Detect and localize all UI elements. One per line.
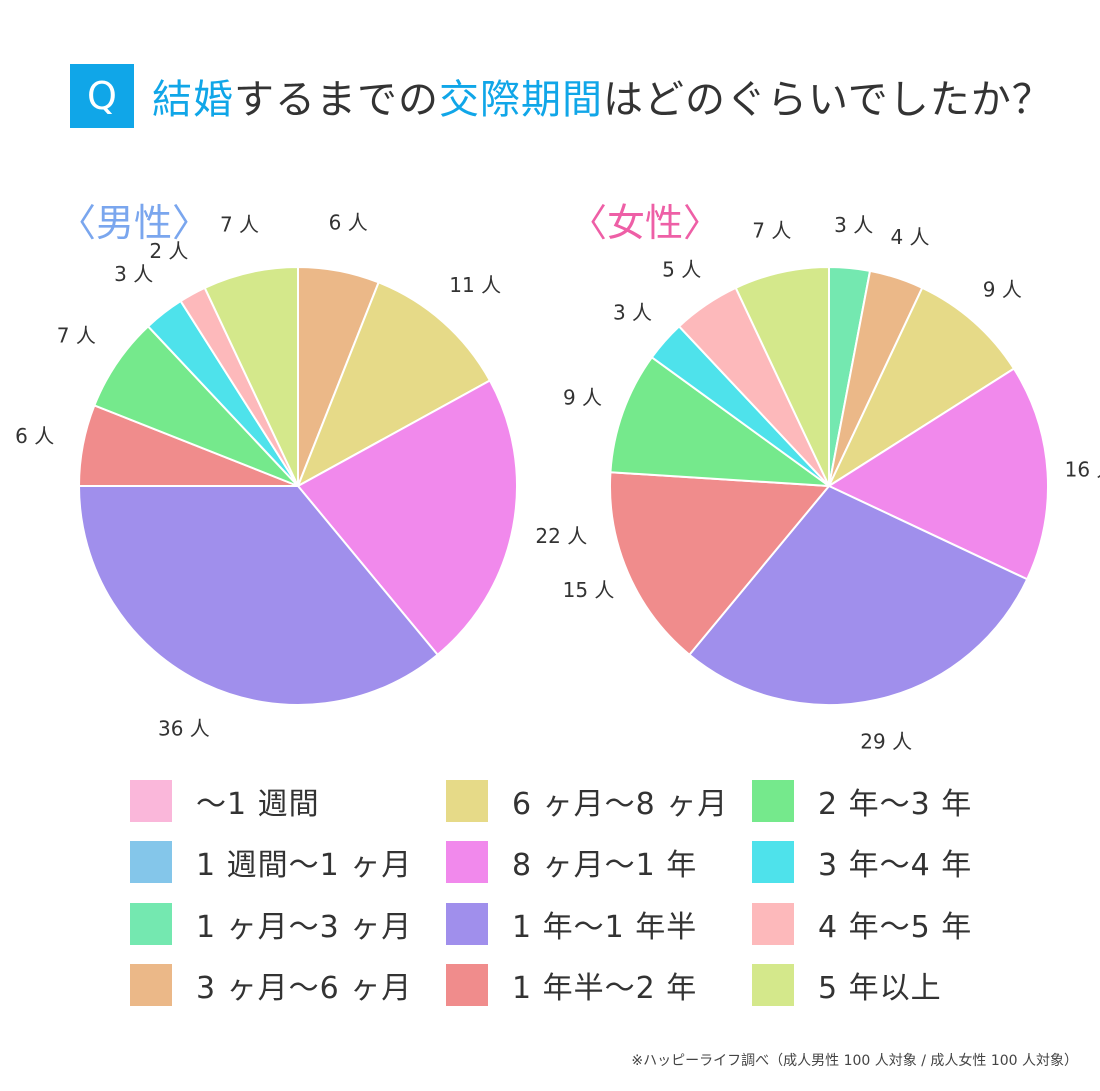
chart-title: 〈男性〉 [58,201,210,245]
data-label: 36 人 [158,717,210,741]
title-part: するまでの [234,77,439,123]
pie-slice [203,265,299,487]
pie-slice [826,367,1049,581]
data-label: 7 人 [220,213,259,237]
data-label: 2 人 [149,239,188,263]
data-label: 9 人 [983,278,1022,302]
pie-chart: 〈女性〉 3 人 4 人 9 人 16 人 29 人 15 人 9 人 3 人 5 人 7 人 [563,201,1100,754]
title-part: 結婚 [152,77,234,123]
pie-slice [734,265,830,487]
data-label: 7 人 [752,218,791,242]
pie-slice [687,484,1029,706]
data-label: 5 人 [662,257,701,281]
question-title: 結婚するまでの交際期間はどのぐらいでしたか？ [152,67,1053,125]
data-label: 3 人 [613,301,652,325]
data-label: 6 人 [329,211,368,235]
data-label: 15 人 [563,578,615,602]
question-header: Q 結婚するまでの交際期間はどのぐらいでしたか？ [70,64,1053,128]
data-label: 22 人 [535,524,587,548]
data-label: 6 人 [15,424,54,448]
chart-title: 〈女性〉 [569,201,721,245]
data-label: 7 人 [57,323,96,347]
pie-slice [296,281,492,489]
data-label: 11 人 [449,273,501,297]
pie-slice [296,379,518,657]
data-label: 3 人 [834,213,873,237]
source-note: ※ハッピーライフ調べ（成人男性 100 人対象 / 成人女性 100 人対象） [631,1053,1078,1069]
data-label: 9 人 [563,385,602,409]
pie-slice [77,485,440,706]
data-label: 29 人 [860,730,912,754]
data-label: 16 人 [1065,458,1100,482]
data-label: 3 人 [114,262,153,286]
pie-slice [609,471,832,657]
title-part: 交際期間 [439,77,603,123]
pie-slice [609,355,833,488]
data-label: 4 人 [890,225,929,249]
pie-chart: 〈男性〉 6 人 11 人 22 人 36 人 6 人 7 人 3 人2 人 7 人 [15,201,587,741]
title-part: はどのぐらいでしたか？ [603,77,1053,123]
pie-slice [826,286,1016,489]
question-badge: Q [70,64,134,128]
